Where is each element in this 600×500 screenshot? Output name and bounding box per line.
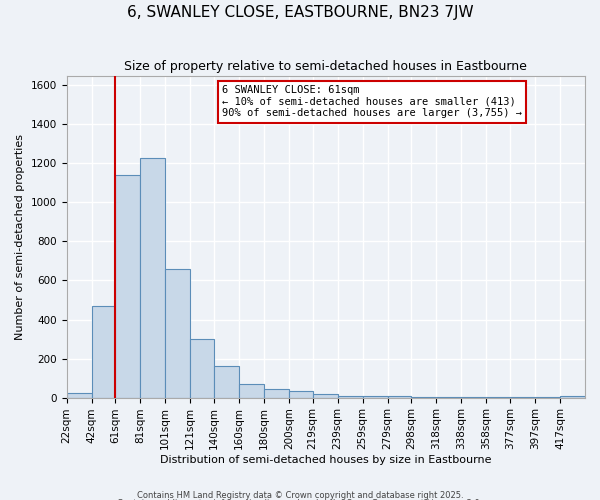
- Bar: [92, 306, 115, 398]
- Text: 6 SWANLEY CLOSE: 61sqm
← 10% of semi-detached houses are smaller (413)
90% of se: 6 SWANLEY CLOSE: 61sqm ← 10% of semi-det…: [222, 85, 522, 118]
- Bar: [362, 396, 388, 398]
- Bar: [264, 389, 289, 398]
- Bar: [115, 175, 140, 398]
- Bar: [67, 392, 92, 398]
- Bar: [239, 384, 264, 398]
- Bar: [436, 397, 461, 398]
- Text: 6, SWANLEY CLOSE, EASTBOURNE, BN23 7JW: 6, SWANLEY CLOSE, EASTBOURNE, BN23 7JW: [127, 5, 473, 20]
- Bar: [338, 396, 362, 398]
- Bar: [289, 391, 313, 398]
- Bar: [214, 366, 239, 398]
- Bar: [560, 396, 585, 398]
- X-axis label: Distribution of semi-detached houses by size in Eastbourne: Distribution of semi-detached houses by …: [160, 455, 491, 465]
- Title: Size of property relative to semi-detached houses in Eastbourne: Size of property relative to semi-detach…: [124, 60, 527, 73]
- Text: Contains HM Land Registry data © Crown copyright and database right 2025.: Contains HM Land Registry data © Crown c…: [137, 490, 463, 500]
- Bar: [165, 269, 190, 398]
- Bar: [190, 339, 214, 398]
- Bar: [412, 396, 436, 398]
- Bar: [313, 394, 338, 398]
- Bar: [388, 396, 412, 398]
- Y-axis label: Number of semi-detached properties: Number of semi-detached properties: [15, 134, 25, 340]
- Bar: [140, 158, 165, 398]
